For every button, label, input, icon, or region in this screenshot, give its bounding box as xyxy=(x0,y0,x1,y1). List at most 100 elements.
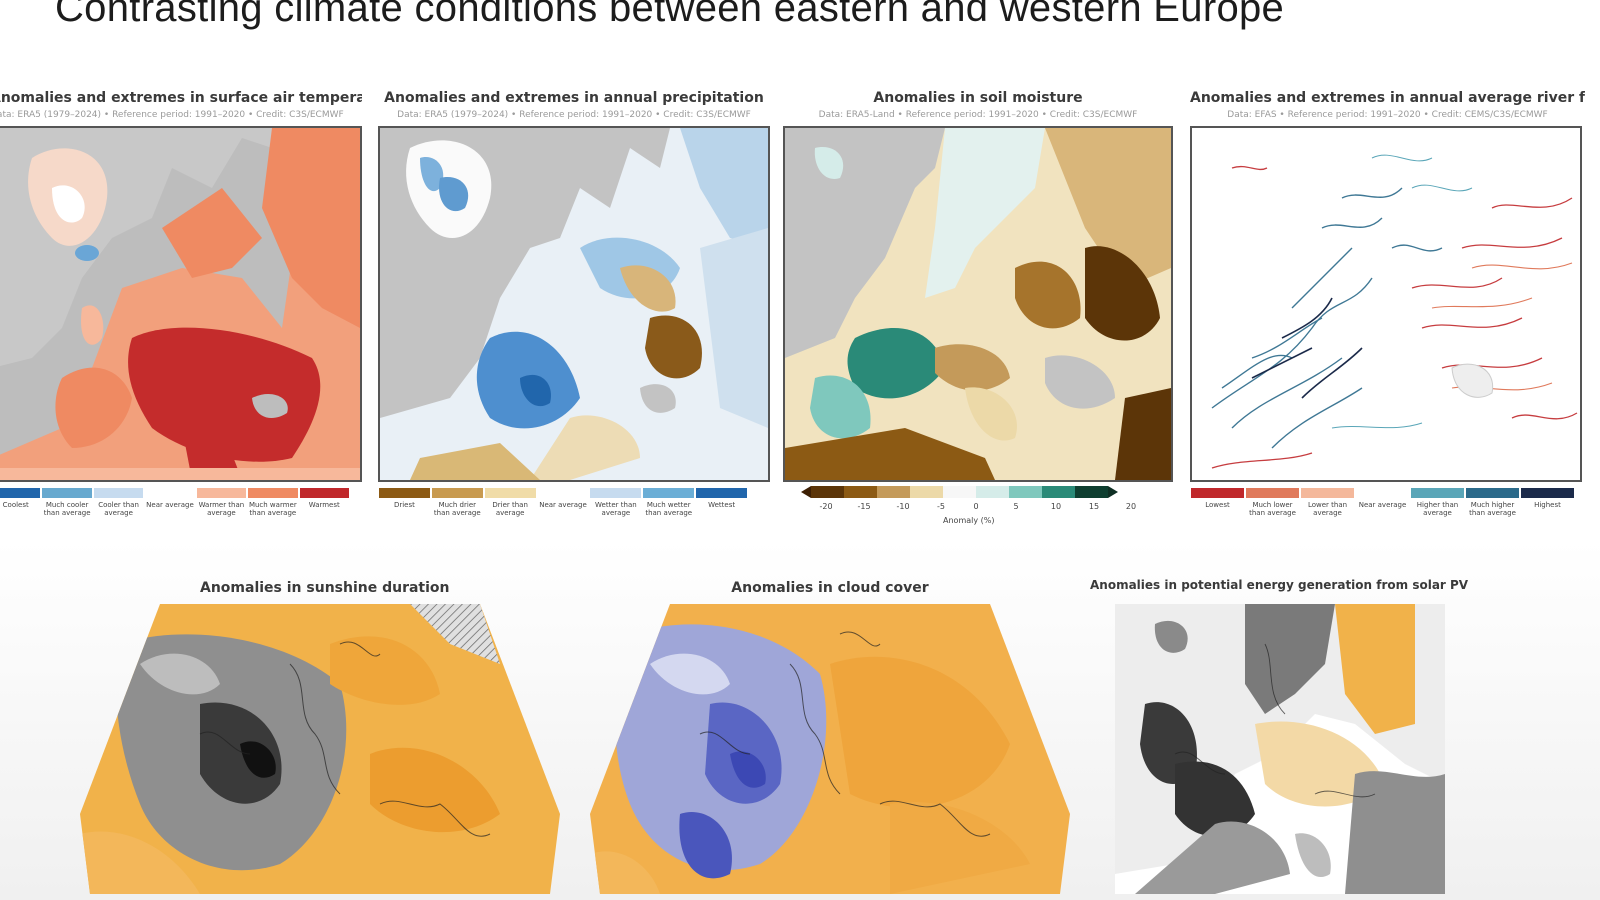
colorbar-swatch xyxy=(1075,486,1108,498)
legend-item: Cooler than average xyxy=(93,488,144,517)
legend-swatch xyxy=(1301,488,1354,498)
colorbar-ticks: -20 -15 -10 -5 0 5 10 15 20 xyxy=(811,502,1141,514)
legend-label: Cooler than average xyxy=(98,501,139,517)
legend-item: Much warmer than average xyxy=(247,488,298,517)
panel-annual-precipitation: Anomalies and extremes in annual precipi… xyxy=(378,90,770,540)
legend-label: Drier than average xyxy=(492,501,528,517)
legend-label: Much wetter than average xyxy=(645,501,693,517)
legend-label: Warmer than average xyxy=(198,501,245,517)
colorbar-swatch xyxy=(1042,486,1075,498)
legend-label: Near average xyxy=(146,501,194,509)
colorbar-swatch xyxy=(976,486,1009,498)
sunshine-title: Anomalies in sunshine duration xyxy=(200,580,450,596)
legend-swatch xyxy=(1246,488,1299,498)
colorbar-tick: 20 xyxy=(1125,502,1137,511)
legend-swatch xyxy=(145,488,195,498)
legend-label: Much lower than average xyxy=(1249,501,1296,517)
legend-label: Highest xyxy=(1534,501,1561,509)
panel-credit: Data: EFAS • Reference period: 1991–2020… xyxy=(1227,110,1548,120)
panel-credit: Data: ERA5 (1979–2024) • Reference perio… xyxy=(0,110,344,120)
legend-swatch xyxy=(299,488,349,498)
legend-swatch xyxy=(643,488,695,498)
panel-title: Anomalies and extremes in annual average… xyxy=(1190,90,1585,106)
legend-label: Much higher than average xyxy=(1469,501,1516,517)
legend-swatch xyxy=(696,488,748,498)
solar-pv-title: Anomalies in potential energy generation… xyxy=(1090,578,1469,592)
legend-item: Much lower than average xyxy=(1245,488,1300,517)
panel-surface-air-temperature: Anomalies and extremes in surface air te… xyxy=(0,90,362,540)
river-flow-anomaly-map[interactable] xyxy=(1190,126,1582,482)
cloud-cover-map[interactable] xyxy=(590,604,1070,894)
solar-pv-map[interactable] xyxy=(1115,604,1445,894)
sunshine-duration-map[interactable] xyxy=(80,604,560,894)
legend-swatch xyxy=(431,488,483,498)
colorbar-tick: 5 xyxy=(1013,502,1019,511)
legend-item: Much cooler than average xyxy=(41,488,92,517)
legend-swatch xyxy=(196,488,247,498)
colorbar-tick: -15 xyxy=(857,502,871,511)
legend-swatch xyxy=(484,488,536,498)
colorbar-swatch xyxy=(844,486,877,498)
legend-item: Warmest xyxy=(299,488,350,517)
legend-swatch xyxy=(1466,488,1519,498)
legend-label: Much cooler than average xyxy=(43,501,91,517)
temperature-legend: Coolest Much cooler than average Cooler … xyxy=(0,488,350,517)
legend-label: Much drier than average xyxy=(433,501,481,517)
colorbar-unit: Anomaly (%) xyxy=(943,516,995,525)
legend-label: Lower than average xyxy=(1307,501,1348,517)
legend-item: Drier than average xyxy=(484,488,537,517)
colorbar-tick: -5 xyxy=(937,502,945,511)
panel-title: Anomalies and extremes in surface air te… xyxy=(0,90,362,106)
precipitation-anomaly-map[interactable] xyxy=(378,126,770,482)
legend-swatch xyxy=(379,488,430,498)
colorbar-tick: 10 xyxy=(1050,502,1062,511)
legend-item: Near average xyxy=(537,488,590,517)
legend-swatch xyxy=(1521,488,1574,498)
legend-swatch xyxy=(93,488,144,498)
river-flow-legend: Lowest Much lower than average Lower tha… xyxy=(1190,488,1575,517)
legend-item: Near average xyxy=(144,488,195,517)
panel-river-flow: Anomalies and extremes in annual average… xyxy=(1190,90,1585,540)
colorbar-tick: 0 xyxy=(973,502,979,511)
colorbar-arrow-right xyxy=(1108,486,1118,498)
temperature-anomaly-map[interactable] xyxy=(0,126,362,482)
legend-swatch xyxy=(590,488,642,498)
cloud-cover-title: Anomalies in cloud cover xyxy=(731,580,929,596)
panel-title: Anomalies in soil moisture xyxy=(873,90,1083,106)
legend-item: Lower than average xyxy=(1300,488,1355,517)
panel-title: Anomalies and extremes in annual precipi… xyxy=(384,90,764,106)
colorbar-swatch xyxy=(943,486,976,498)
legend-label: Driest xyxy=(393,501,415,509)
slide-title: Contrasting climate conditions between e… xyxy=(55,0,1285,30)
panel-soil-moisture: Anomalies in soil moisture Data: ERA5-La… xyxy=(783,90,1173,540)
colorbar-tick: -20 xyxy=(819,502,833,511)
legend-swatch xyxy=(42,488,92,498)
soil-moisture-anomaly-map[interactable] xyxy=(783,126,1173,482)
colorbar-swatch xyxy=(1009,486,1042,498)
legend-item: Higher than average xyxy=(1410,488,1465,517)
legend-label: Wettest xyxy=(708,501,736,509)
legend-swatch xyxy=(537,488,589,498)
legend-swatch xyxy=(1356,488,1409,498)
precipitation-legend: Driest Much drier than average Drier tha… xyxy=(378,488,748,517)
legend-label: Warmest xyxy=(308,501,340,509)
legend-item: Near average xyxy=(1355,488,1410,517)
colorbar-swatch xyxy=(877,486,910,498)
legend-item: Wetter than average xyxy=(589,488,642,517)
soil-moisture-colorbar xyxy=(801,486,1118,498)
legend-item: Much drier than average xyxy=(431,488,484,517)
colorbar-arrow-left xyxy=(801,486,811,498)
legend-swatch xyxy=(1191,488,1244,498)
legend-item: Much wetter than average xyxy=(642,488,695,517)
legend-item: Lowest xyxy=(1190,488,1245,517)
legend-label: Lowest xyxy=(1205,501,1230,509)
legend-label: Near average xyxy=(1358,501,1407,509)
legend-swatch xyxy=(0,488,41,498)
panel-credit: Data: ERA5 (1979–2024) • Reference perio… xyxy=(397,110,751,120)
legend-item: Highest xyxy=(1520,488,1575,517)
legend-item: Wettest xyxy=(695,488,748,517)
legend-label: Wetter than average xyxy=(595,501,637,517)
legend-item: Coolest xyxy=(0,488,41,517)
legend-label: Much warmer than average xyxy=(248,501,297,517)
colorbar-tick: -10 xyxy=(896,502,910,511)
